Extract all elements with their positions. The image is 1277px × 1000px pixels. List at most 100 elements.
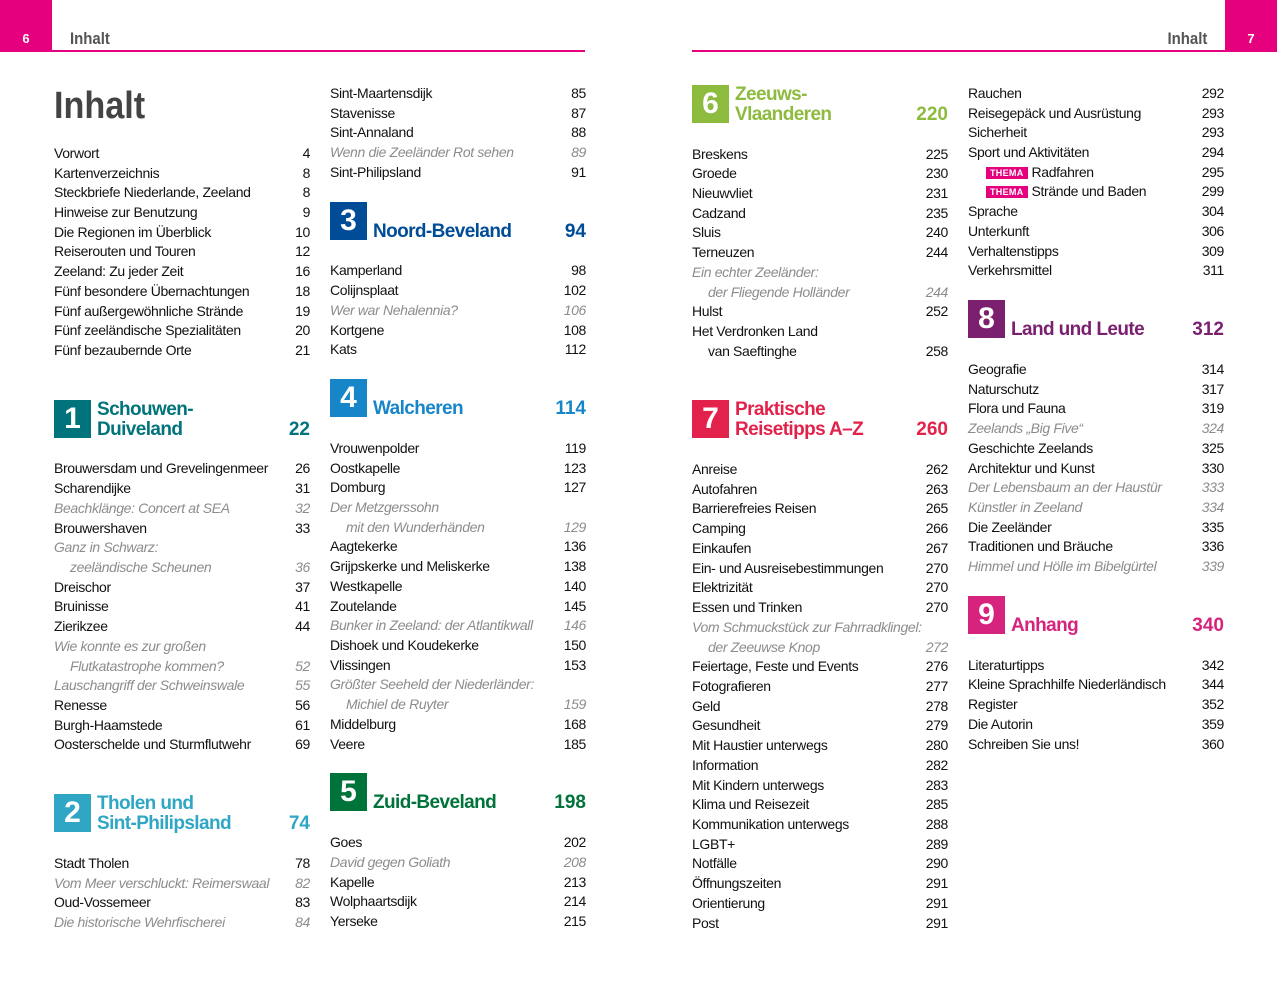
toc-entry: Groede 230 xyxy=(692,163,948,183)
entry-page: 37 xyxy=(295,578,310,595)
header-rule xyxy=(52,50,585,52)
entry-page: 159 xyxy=(563,696,587,713)
toc-entry: Stavenisse 87 xyxy=(330,103,586,123)
toc-entry: Sicherheit 293 xyxy=(968,122,1224,142)
entry-text: Zeelands „Big Five“ xyxy=(968,420,1083,437)
entry-page: 225 xyxy=(925,145,949,162)
entry-text-wrap: Reisegepäck und Ausrüstung xyxy=(968,105,1141,121)
section-number-box: 6 xyxy=(692,84,729,123)
entry-text-wrap: Stavenisse xyxy=(330,105,395,121)
entry-page: 18 xyxy=(295,282,310,299)
toc-entry: Michiel de Ruyter 159 xyxy=(330,694,586,714)
entry-page: 129 xyxy=(563,518,587,535)
entry-page: 291 xyxy=(925,914,949,931)
toc-entry: Zoutelande 145 xyxy=(330,596,586,616)
entry-page: 306 xyxy=(1201,222,1225,239)
entry-text-wrap: Kommunikation unterwegs xyxy=(692,816,849,832)
entry-text: Michiel de Ruyter xyxy=(346,696,449,713)
entry-text: Ein echter Zeeländer: xyxy=(692,263,819,280)
entry-text-wrap: Verkehrsmittel xyxy=(968,262,1052,278)
entry-page: 270 xyxy=(925,559,949,576)
toc-entry: Sluis 240 xyxy=(692,223,948,243)
entry-text-wrap: Burgh-Haamstede xyxy=(54,717,163,733)
entry-text: Sint-Annaland xyxy=(330,124,414,141)
section-title: Anhang xyxy=(1011,615,1079,636)
section-title: Schouwen- Duiveland xyxy=(97,399,194,440)
section-heading: 4 Walcheren 114 xyxy=(330,359,586,438)
toc-entry: Feiertage, Feste und Events 276 xyxy=(692,656,948,676)
entry-page: 8 xyxy=(302,184,311,201)
entry-page: 252 xyxy=(925,303,949,320)
entry-page: 333 xyxy=(1201,479,1225,496)
toc-entry: Sint-Maartensdijk 85 xyxy=(330,83,586,103)
entry-text: Oud-Vossemeer xyxy=(54,894,151,911)
entry-page: 270 xyxy=(925,579,949,596)
toc-entry: Veere 185 xyxy=(330,734,586,754)
entry-text-wrap: Fünf außergewöhnliche Strände xyxy=(54,303,243,319)
entry-text-wrap: David gegen Goliath xyxy=(330,854,451,870)
toc-entry: Zeeland: Zu jeder Zeit 16 xyxy=(54,261,310,281)
toc-entry: Geografie 314 xyxy=(968,359,1224,379)
entry-text-wrap: Feiertage, Feste und Events xyxy=(692,658,859,674)
toc-entry: Die Autorin 359 xyxy=(968,714,1224,734)
entry-text: Beachklänge: Concert at SEA xyxy=(54,499,230,516)
entry-page: 214 xyxy=(563,893,587,910)
entry-text-wrap: Sint-Annaland xyxy=(330,124,414,141)
entry-text: Der Metzgerssohn xyxy=(330,499,439,516)
section-number: 3 xyxy=(340,203,357,237)
main-title: Inhalt xyxy=(54,85,146,127)
section-page: 220 xyxy=(916,103,948,125)
entry-text: Zeeland: Zu jeder Zeit xyxy=(54,263,184,280)
entry-page: 123 xyxy=(563,459,587,476)
entry-text-wrap: Ein- und Ausreisebestimmungen xyxy=(692,559,884,576)
entry-text: Wenn die Zeeländer Rot sehen xyxy=(330,144,514,161)
entry-text-wrap: Traditionen und Bräuche xyxy=(968,538,1113,554)
entry-page: 263 xyxy=(925,480,949,497)
entry-text-wrap: Middelburg xyxy=(330,716,396,732)
entry-text-wrap: Vorwort xyxy=(54,145,99,161)
entry-text: Brouwersdam und Grevelingenmeer xyxy=(54,460,269,477)
entry-text: Barrierefreies Reisen xyxy=(692,500,817,517)
entry-page: 240 xyxy=(925,224,949,241)
section-heading: 7 Praktische Reisetipps A–Z 260 xyxy=(692,361,948,460)
entry-text: Het Verdronken Land xyxy=(692,322,818,339)
toc-entry: Kartenverzeichnis 8 xyxy=(54,163,310,183)
entry-page: 44 xyxy=(295,618,310,635)
toc-entry: Dishoek und Koudekerke 150 xyxy=(330,635,586,655)
toc-entry: Elektrizität 270 xyxy=(692,578,948,598)
toc-entry: Verkehrsmittel 311 xyxy=(968,260,1224,280)
section-number-box: 8 xyxy=(968,300,1005,339)
section-title: Walcheren xyxy=(373,399,464,419)
entry-text: Die historische Wehrfischerei xyxy=(54,913,225,930)
entry-page: 69 xyxy=(295,736,310,753)
entry-page: 10 xyxy=(295,223,310,240)
toc-entry: Brouwershaven 33 xyxy=(54,518,310,538)
entry-text-wrap: Der Lebensbaum an der Haustür xyxy=(968,479,1162,495)
entry-page: 267 xyxy=(925,539,949,556)
toc-entry: Die Zeeländer 335 xyxy=(968,517,1224,537)
toc-entry: Terneuzen 244 xyxy=(692,242,948,262)
entry-page: 339 xyxy=(1201,558,1225,575)
entry-page: 309 xyxy=(1201,242,1225,259)
toc-entry: Mit Kindern unterwegs 283 xyxy=(692,775,948,795)
entry-text-wrap: Mit Haustier unterwegs xyxy=(692,737,828,753)
entry-text: Grijpskerke und Meliskerke xyxy=(330,558,490,575)
toc-entry: Information 282 xyxy=(692,755,948,775)
entry-page: 185 xyxy=(563,735,587,752)
entry-text-wrap: Steckbriefe Niederlande, Zeeland xyxy=(54,184,251,200)
toc-entry: Künstler in Zeeland 334 xyxy=(968,497,1224,517)
entry-page: 153 xyxy=(563,656,587,673)
entry-text: Wie konnte es zur großen xyxy=(54,637,206,654)
toc-entry: Steckbriefe Niederlande, Zeeland 8 xyxy=(54,182,310,202)
toc-entry: Renesse 56 xyxy=(54,695,310,715)
toc-entry: Traditionen und Bräuche 336 xyxy=(968,537,1224,557)
entry-text: Yerseke xyxy=(330,913,378,930)
entry-text: Elektrizität xyxy=(692,579,753,596)
section-page: 74 xyxy=(288,812,310,834)
entry-text-wrap: Hulst xyxy=(692,303,723,319)
toc-entry: Grijpskerke und Meliskerke 138 xyxy=(330,556,586,576)
entry-page: 292 xyxy=(1201,84,1225,101)
section-number-box: 2 xyxy=(54,793,91,832)
entry-text: Ein- und Ausreisebestimmungen xyxy=(692,559,884,576)
